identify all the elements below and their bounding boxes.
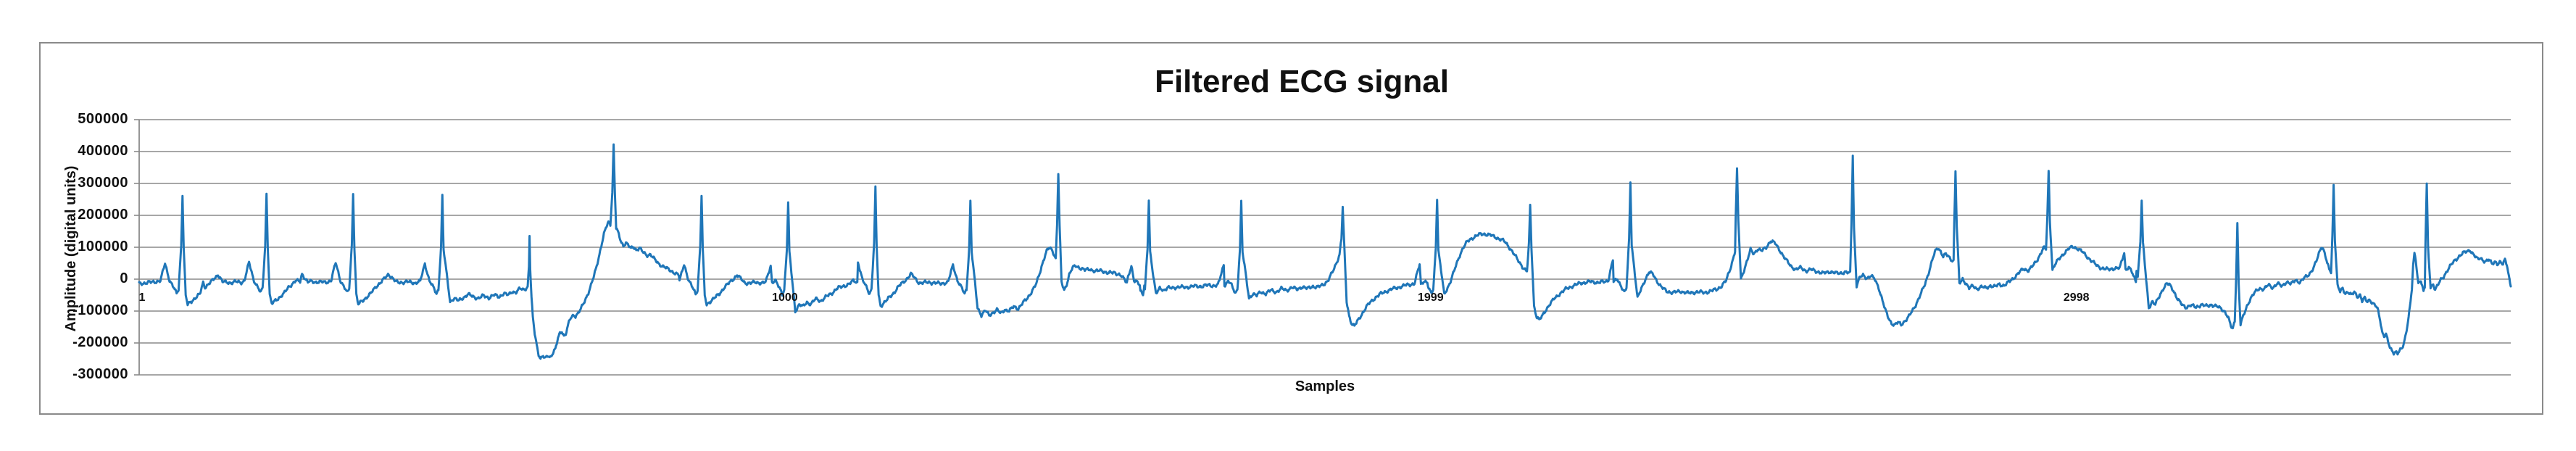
x-tick-label: 2998 bbox=[2063, 291, 2090, 304]
ecg-trace bbox=[138, 143, 2512, 360]
x-tick-label: 1 bbox=[138, 291, 146, 304]
chart-frame bbox=[39, 42, 2543, 415]
y-tick-label: 100000 bbox=[78, 239, 128, 255]
y-tick-label: 500000 bbox=[78, 111, 128, 127]
x-tick-label: 1999 bbox=[1418, 291, 1444, 304]
y-tick-label: 200000 bbox=[78, 207, 128, 223]
y-tick-label: -300000 bbox=[72, 366, 128, 382]
y-tick-label: 400000 bbox=[78, 143, 128, 159]
y-tick-label: 300000 bbox=[78, 175, 128, 191]
y-tick-label: -200000 bbox=[72, 334, 128, 350]
x-tick-label: 1000 bbox=[772, 291, 798, 304]
x-axis-title: Samples bbox=[1295, 378, 1355, 394]
chart-title: Filtered ECG signal bbox=[1155, 64, 1449, 99]
y-tick-label: 0 bbox=[120, 270, 128, 286]
y-tick-label: -100000 bbox=[72, 302, 128, 318]
